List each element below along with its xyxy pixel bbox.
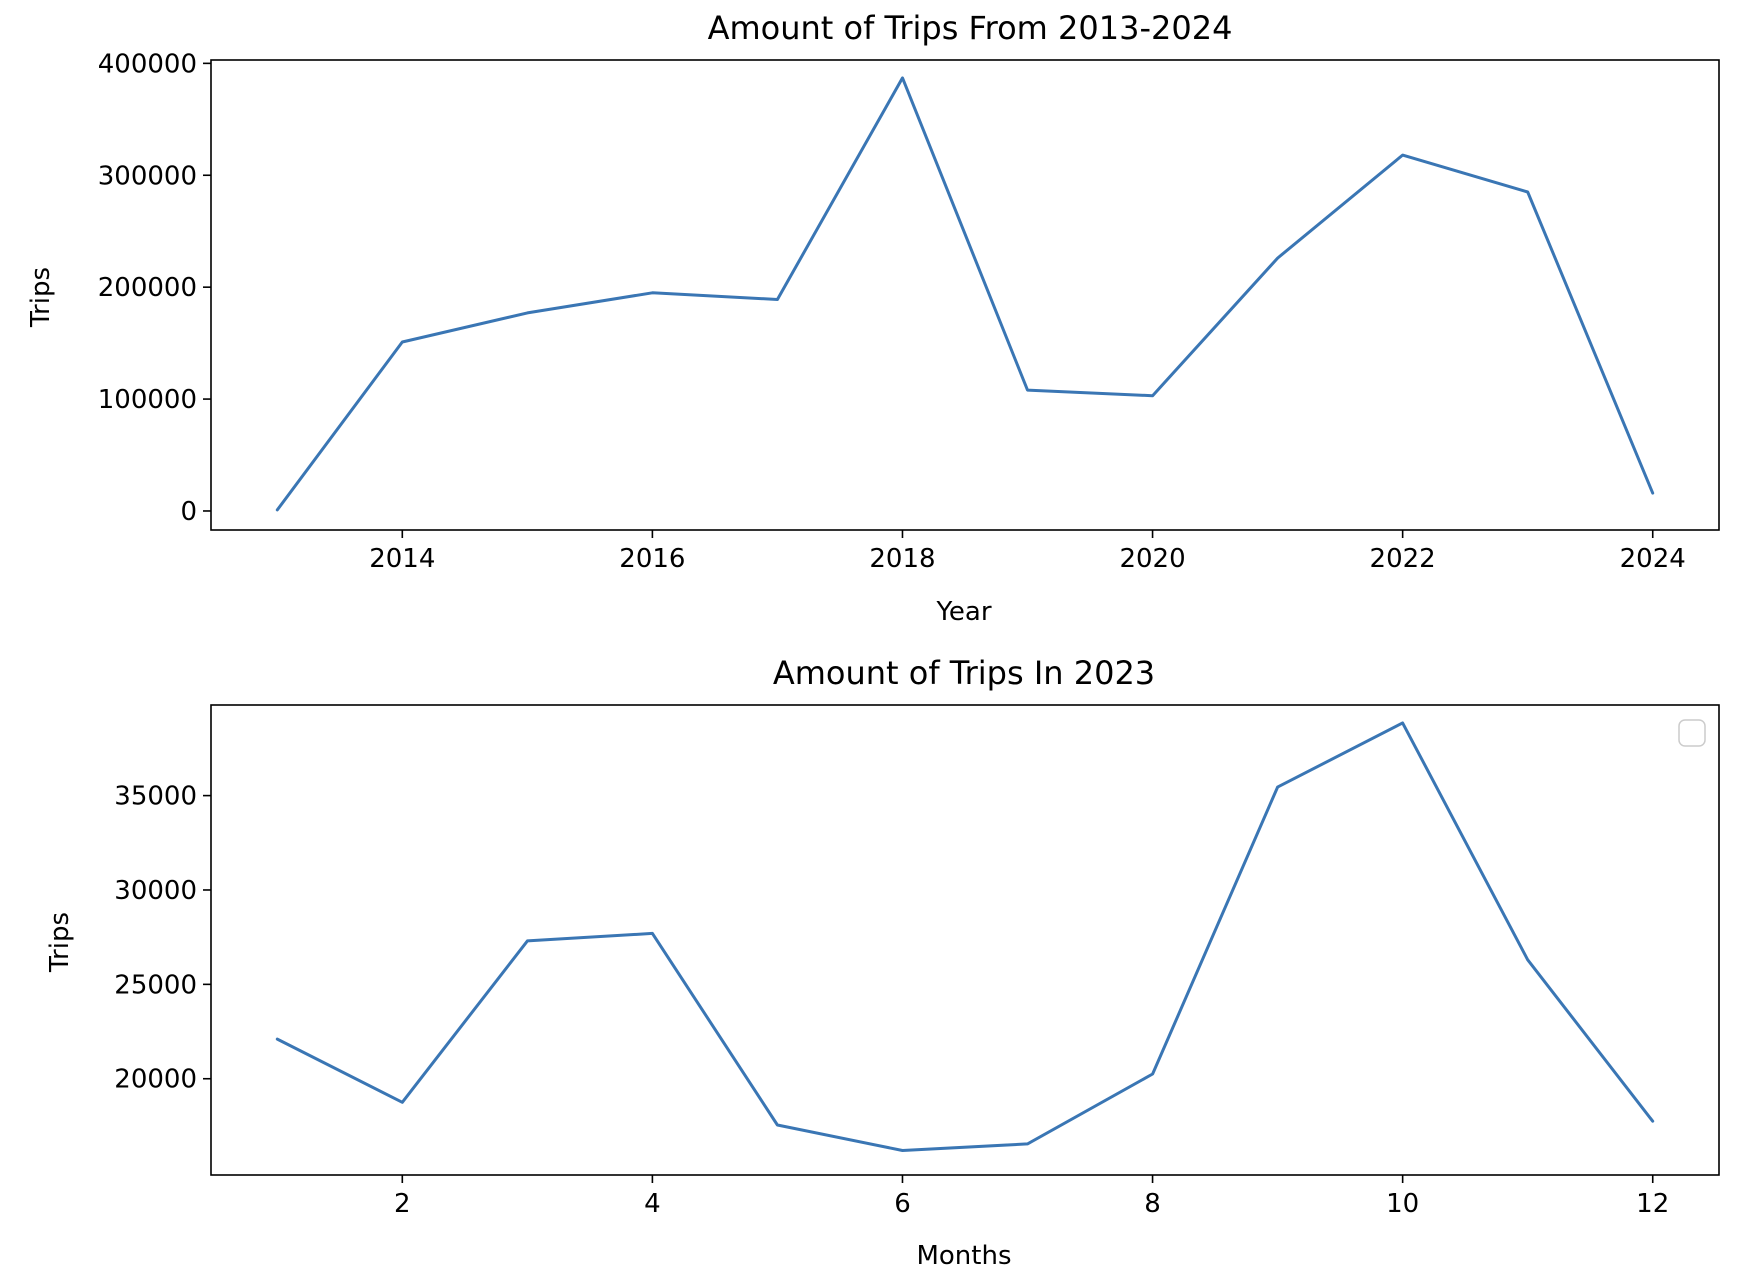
y-tick-label: 20000 <box>114 1065 197 1095</box>
y-tick-label: 25000 <box>114 970 197 1000</box>
x-axis-label: Year <box>935 597 991 627</box>
x-tick-label: 8 <box>1144 1189 1161 1219</box>
x-tick-label: 2014 <box>369 544 435 574</box>
chart-title: Amount of Trips From 2013-2024 <box>708 9 1233 47</box>
x-tick-label: 2 <box>394 1189 411 1219</box>
series-line <box>275 721 1655 1152</box>
x-axis-label: Months <box>916 1241 1011 1271</box>
x-tick-label: 12 <box>1636 1189 1669 1219</box>
plot-area-frame <box>210 704 1720 1176</box>
y-tick-label: 200000 <box>98 273 197 303</box>
plot-area-frame <box>210 59 1720 531</box>
x-tick-label: 2016 <box>619 544 685 574</box>
y-tick-label: 0 <box>180 497 197 527</box>
series-line <box>275 76 1655 512</box>
y-tick-label: 30000 <box>114 876 197 906</box>
y-axis-label: Trips <box>26 267 56 328</box>
x-tick-label: 2022 <box>1370 544 1436 574</box>
x-tick-label: 6 <box>894 1189 911 1219</box>
x-tick-label: 2020 <box>1119 544 1185 574</box>
y-tick-label: 400000 <box>98 49 197 79</box>
y-tick-label: 300000 <box>98 161 197 191</box>
chart-title: Amount of Trips In 2023 <box>773 654 1155 692</box>
x-tick-label: 4 <box>644 1189 661 1219</box>
y-tick-label: 100000 <box>98 385 197 415</box>
y-axis-label: Trips <box>45 912 75 973</box>
x-tick-label: 10 <box>1386 1189 1419 1219</box>
x-tick-label: 2024 <box>1620 544 1686 574</box>
chart-monthly-trips-2023: Amount of Trips In 2023 Months Trips 2 4 6… <box>45 654 1720 1271</box>
y-tick-label: 35000 <box>114 782 197 812</box>
legend-box <box>1678 719 1706 747</box>
x-tick-label: 2018 <box>869 544 935 574</box>
chart-yearly-trips: Amount of Trips From 2013-2024 Year Trip… <box>26 9 1720 627</box>
